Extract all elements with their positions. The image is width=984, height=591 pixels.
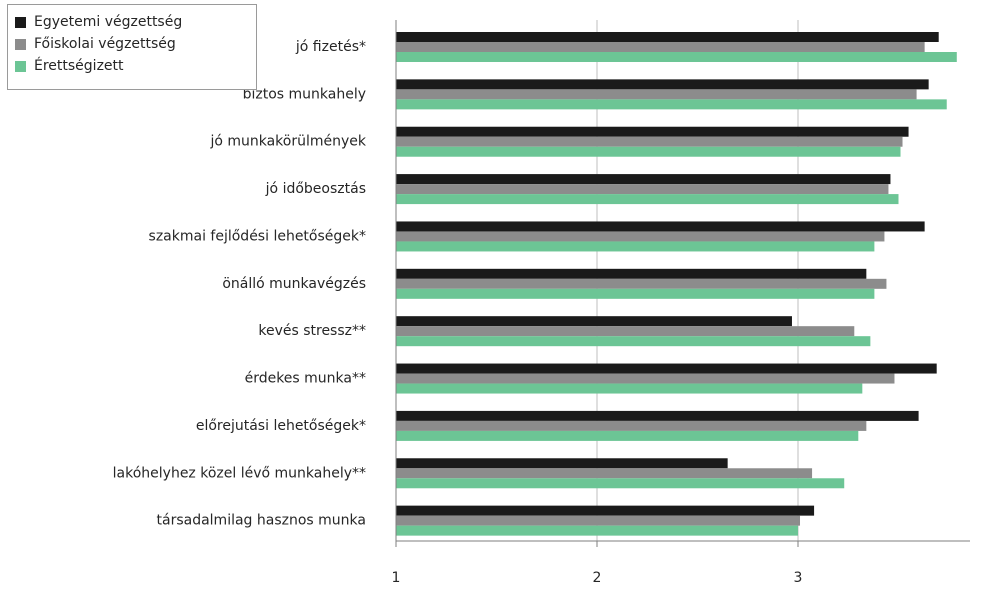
legend-label: Érettségizett [34,58,124,74]
category-label: kevés stressz** [258,323,366,339]
category-label: jó időbeosztás [265,181,366,197]
legend-label: Főiskolai végzettség [34,36,176,52]
legend: Egyetemi végzettség Főiskolai végzettség… [7,4,257,90]
legend-label: Egyetemi végzettség [34,14,183,30]
bar [396,468,813,479]
legend-swatch [15,38,26,50]
bar [396,174,891,185]
category-label: jó fizetés* [295,39,366,55]
bar [396,221,925,232]
bar [396,383,863,394]
bar [396,525,798,536]
bar [396,316,792,327]
x-tick-label: 3 [794,570,803,586]
legend-item-erettsegizett: Érettségizett [15,57,124,75]
bar [396,42,925,52]
legend-item-egyetemi: Egyetemi végzettség [15,13,182,31]
x-tick-label: 2 [593,570,602,586]
bar [396,126,909,137]
category-label: jó munkakörülmények [209,134,366,150]
bar [396,136,903,147]
legend-swatch [15,60,26,72]
category-label: biztos munkahely [243,86,366,102]
bar [396,241,875,252]
bar [396,430,859,441]
bar [396,515,801,526]
category-label: önálló munkavégzés [222,276,366,292]
legend-item-foiskolai: Főiskolai végzettség [15,35,176,53]
bar [396,231,885,242]
bar [396,420,867,431]
bar [396,326,855,337]
x-tick-label: 1 [392,570,401,586]
bar [396,410,919,421]
bars [396,32,957,536]
category-label: lakóhelyhez közel lévő munkahely** [113,465,366,481]
bar [396,458,728,469]
bar [396,268,867,279]
bar [396,478,845,489]
bar [396,505,815,516]
bar [396,288,875,299]
category-labels: jó fizetés* biztos munkahely jó munkakörül… [113,39,367,529]
bar [396,99,947,110]
legend-swatch [15,16,26,28]
bar [396,146,901,157]
bar [396,184,889,195]
bar [396,194,899,205]
bar [396,363,937,374]
category-label: érdekes munka** [245,371,366,387]
bar [396,79,929,90]
category-label: előrejutási lehetőségek* [196,418,366,434]
bar [396,32,939,42]
category-label: társadalmilag hasznos munka [157,513,367,529]
bar [396,373,895,384]
bar [396,89,917,100]
bar [396,336,871,347]
bar [396,278,887,289]
bar [396,52,957,62]
axes [395,20,970,547]
category-label: szakmai fejlődési lehetőségek* [149,228,366,244]
tick-labels: 1 2 3 [392,570,803,586]
